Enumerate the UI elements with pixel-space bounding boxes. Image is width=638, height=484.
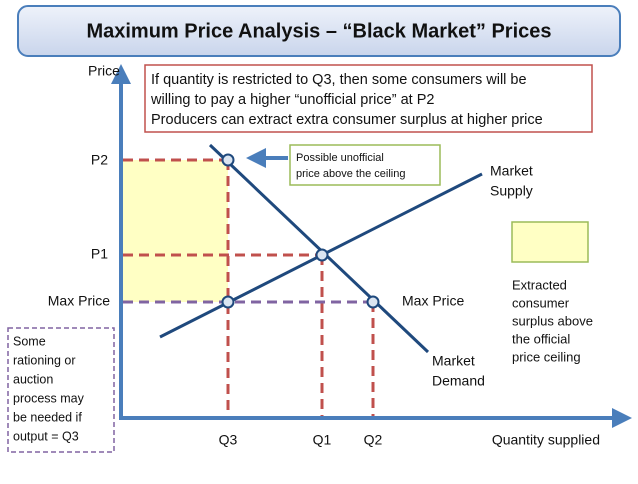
legend-line: consumer xyxy=(512,295,570,310)
rationing-line: auction xyxy=(13,372,53,386)
price-label: P2 xyxy=(91,152,108,168)
rationing-line: output = Q3 xyxy=(13,429,79,443)
callout-box xyxy=(289,144,441,186)
note-box xyxy=(144,64,593,133)
rationing-line: be needed if xyxy=(13,410,82,424)
legend-line: price ceiling xyxy=(512,349,581,364)
rationing-line: process may xyxy=(13,391,85,405)
demand-label: Market xyxy=(432,353,475,369)
legend-line: Extracted xyxy=(512,277,567,292)
price-label: Max Price xyxy=(48,293,110,309)
note-line: willing to pay a higher “unofficial pric… xyxy=(150,92,434,108)
price-label: P1 xyxy=(91,246,108,262)
rationing-line: rationing or xyxy=(13,353,76,367)
legend-swatch xyxy=(511,221,589,263)
legend: Extracted consumer surplus above the off… xyxy=(512,277,593,364)
callout-line: Possible unofficial xyxy=(296,152,384,164)
max-price-right: Max Price xyxy=(402,293,464,309)
y-label: Price xyxy=(88,63,120,79)
rationing-box xyxy=(7,327,115,453)
rationing-line: Some xyxy=(13,334,46,348)
points xyxy=(221,153,380,309)
legend-line: surplus above xyxy=(512,313,593,328)
demand-label: Demand xyxy=(432,373,485,389)
guides xyxy=(123,158,375,418)
surplus-area xyxy=(123,160,228,302)
supply-label: Market xyxy=(490,163,533,179)
legend-line: the official xyxy=(512,331,570,346)
note-line: Producers can extract extra consumer sur… xyxy=(151,112,543,128)
supply-label: Supply xyxy=(490,183,533,199)
note-line: If quantity is restricted to Q3, then so… xyxy=(151,72,527,88)
callout-line: price above the ceiling xyxy=(296,168,405,180)
quantity-label: Q1 xyxy=(313,432,332,448)
quantity-label: Q3 xyxy=(219,432,238,448)
title: Maximum Price Analysis – “Black Market” … xyxy=(86,20,551,42)
title-box xyxy=(17,5,621,57)
quantity-label: Q2 xyxy=(364,432,383,448)
x-label: Quantity supplied xyxy=(492,432,600,448)
demand-curve xyxy=(208,143,430,354)
